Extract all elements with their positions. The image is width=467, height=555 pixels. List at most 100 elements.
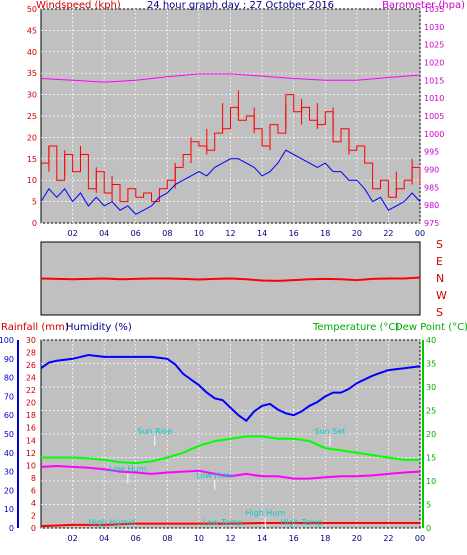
- annotation-label: Sun Set: [315, 427, 346, 436]
- rain-y-tick-label: 30: [26, 336, 36, 345]
- rain-y-tick-label: 18: [26, 411, 36, 420]
- wind-x-tick-label: 02: [67, 229, 77, 238]
- rain-y-tick-label: 22: [26, 386, 36, 395]
- temp-y-tick-label: 30: [426, 383, 436, 392]
- temperature-axis-label: Temperature (°C): [312, 322, 399, 333]
- baro-y-tick-label: 1015: [424, 76, 444, 85]
- baro-y-tick-label: 980: [424, 201, 439, 210]
- humidity-x-tick-label: 16: [289, 534, 299, 543]
- rain-y-tick-label: 10: [26, 461, 36, 470]
- humidity-y-tick-label: 90: [4, 355, 14, 364]
- wind-y-tick-label: 5: [32, 198, 37, 207]
- rain-y-tick-label: 14: [26, 436, 36, 445]
- dewpoint-axis-label: Dew Point (°C): [395, 322, 467, 333]
- direction-tick-label: S: [436, 306, 443, 319]
- wind-y-tick-label: 50: [27, 5, 37, 14]
- direction-tick-label: N: [436, 272, 444, 285]
- humidity-x-tick-label: 08: [162, 534, 172, 543]
- wind-axis-label: Windspeed (kph): [36, 0, 121, 11]
- annotation-label: High Humid: [89, 518, 136, 527]
- temp-y-tick-label: 25: [426, 407, 436, 416]
- wind-y-tick-label: 40: [27, 48, 37, 57]
- humidity-x-tick-label: 06: [131, 534, 141, 543]
- baro-y-tick-label: 1010: [424, 94, 444, 103]
- wind-y-tick-label: 45: [27, 26, 37, 35]
- baro-y-tick-label: 1020: [424, 59, 444, 68]
- wind-x-tick-label: 14: [257, 229, 267, 238]
- annotation-label: High Temp: [280, 518, 322, 527]
- wind-y-tick-label: 10: [27, 176, 37, 185]
- temp-y-tick-label: 0: [426, 524, 431, 533]
- humidity-y-tick-label: 70: [4, 392, 14, 401]
- rain-y-tick-label: 8: [31, 474, 36, 483]
- temp-y-tick-label: 35: [426, 360, 436, 369]
- humidity-y-tick-label: 10: [4, 505, 14, 514]
- barometer-series-line: [40, 73, 421, 83]
- wind-x-tick-label: 08: [162, 229, 172, 238]
- baro-y-tick-label: 990: [424, 166, 439, 175]
- humidity-x-tick-label: 18: [320, 534, 330, 543]
- temp-y-tick-label: 40: [426, 336, 436, 345]
- wind-x-tick-label: 18: [320, 229, 330, 238]
- baro-y-tick-label: 985: [424, 183, 439, 192]
- annotation-label: Low Hum: [109, 465, 146, 474]
- windspeed-series-line: [41, 94, 421, 203]
- wind-x-tick-label: 06: [131, 229, 141, 238]
- direction-tick-label: W: [436, 289, 447, 302]
- annotation-label: Low Temp: [203, 518, 243, 527]
- humidity-y-tick-label: 50: [4, 430, 14, 439]
- average-wind-series-line: [40, 149, 421, 216]
- temp-y-tick-label: 20: [426, 430, 436, 439]
- chart-title: 24 hour graph day : 27 October 2016: [147, 0, 334, 11]
- humidity-y-tick-label: 30: [4, 468, 14, 477]
- wind-y-tick-label: 25: [27, 112, 37, 121]
- temp-y-tick-label: 10: [426, 477, 436, 486]
- wind-y-tick-label: 15: [27, 155, 37, 164]
- humidity-x-tick-label: 14: [257, 534, 267, 543]
- direction-tick-label: E: [436, 255, 443, 268]
- annotation-label: Low Hum: [196, 471, 233, 480]
- humidity-x-tick-label: 02: [67, 534, 77, 543]
- rain-y-tick-label: 26: [26, 361, 36, 370]
- temp-y-tick-label: 15: [426, 454, 436, 463]
- wind-x-tick-label: 04: [99, 229, 109, 238]
- baro-y-tick-label: 1005: [424, 112, 444, 121]
- humidity-y-tick-label: 100: [0, 336, 14, 345]
- rain-y-tick-label: 0: [31, 524, 36, 533]
- humidity-y-tick-label: 20: [4, 486, 14, 495]
- baro-y-tick-label: 1000: [424, 130, 444, 139]
- humidity-y-tick-label: 60: [4, 411, 14, 420]
- temp-y-tick-label: 5: [426, 501, 431, 510]
- barometer-axis-label: Barometer (hpa): [382, 0, 465, 11]
- humidity-x-tick-label: 22: [383, 534, 393, 543]
- humidity-series-line: [40, 353, 421, 423]
- humidity-x-tick-label: 10: [194, 534, 204, 543]
- humidity-axis-label: Humidity (%): [66, 322, 132, 333]
- temperature-series-line: [41, 435, 420, 465]
- humidity-y-tick-label: 0: [9, 524, 14, 533]
- humidity-x-tick-label: 12: [225, 534, 235, 543]
- wind-y-tick-label: 35: [27, 69, 37, 78]
- humidity-y-tick-label: 80: [4, 374, 14, 383]
- rain-y-tick-label: 4: [31, 499, 36, 508]
- rain-y-tick-label: 12: [26, 449, 36, 458]
- wind-x-tick-label: 16: [289, 229, 299, 238]
- rain-y-tick-label: 28: [26, 349, 36, 358]
- baro-y-tick-label: 995: [424, 148, 439, 157]
- humidity-y-tick-label: 40: [4, 449, 14, 458]
- rainfall-axis-label: Rainfall (mm): [1, 322, 69, 333]
- annotation-label: High Hum: [245, 508, 285, 517]
- baro-y-tick-label: 1025: [424, 41, 444, 50]
- humidity-x-tick-label: 04: [99, 534, 109, 543]
- humidity-x-tick-label: 00: [415, 534, 425, 543]
- annotation-label: Sun Rise: [137, 427, 172, 436]
- wind-x-tick-label: 00: [415, 229, 425, 238]
- rain-y-tick-label: 6: [31, 486, 36, 495]
- wind-x-tick-label: 10: [194, 229, 204, 238]
- rainfall-series-line: [40, 522, 420, 528]
- wind-x-tick-label: 20: [352, 229, 362, 238]
- wind-y-tick-label: 0: [32, 219, 37, 228]
- rain-y-tick-label: 16: [26, 424, 36, 433]
